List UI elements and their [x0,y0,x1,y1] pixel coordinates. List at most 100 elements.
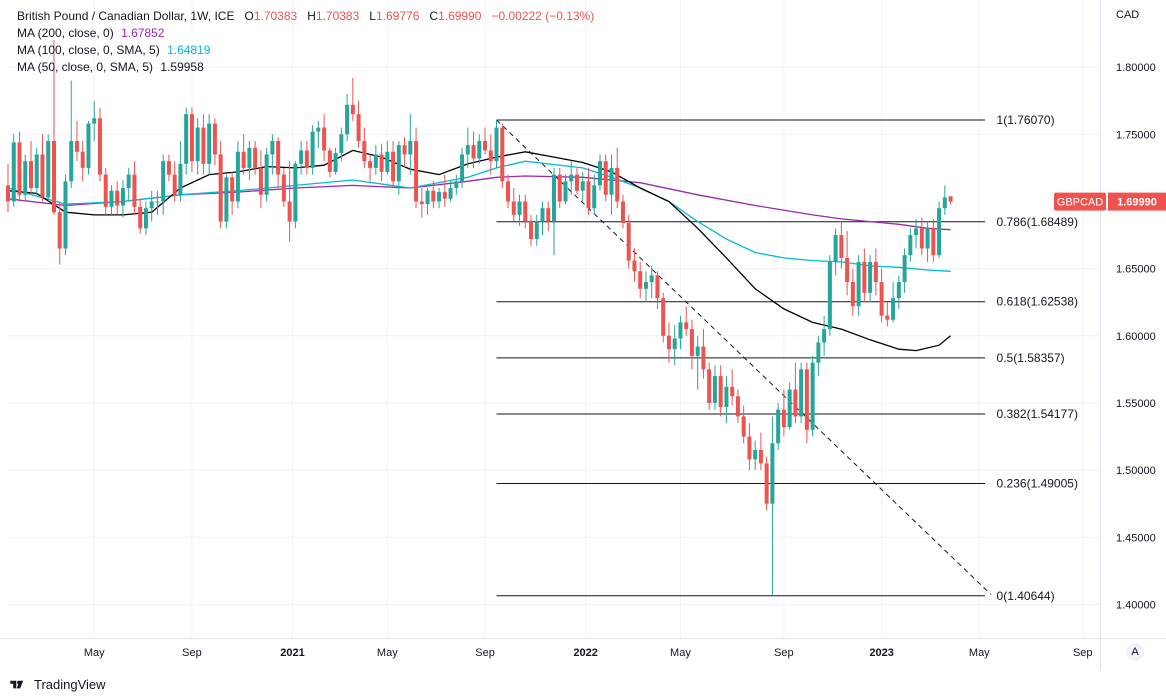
ma100-label[interactable]: MA (100, close, 0, SMA, 5) [17,43,160,57]
candle-down [707,369,712,403]
candle-down [919,228,924,249]
candle-up [942,197,947,209]
candle-up [678,322,683,339]
candle-up [425,190,430,205]
candle-down [546,208,551,222]
candle-up [120,188,125,206]
candle-down [523,201,528,222]
candle-up [592,185,597,209]
candle-up [408,141,413,155]
candle-up [643,282,648,289]
fib-level-label: 0.5(1.58357) [997,351,1065,365]
brand-name: TradingView [34,677,106,692]
candle-down [506,181,511,202]
candle-down [488,150,493,162]
candle-down [327,150,332,172]
low-label: L [369,9,376,23]
candle-down [948,196,953,202]
x-tick-label: May [670,647,691,659]
symbol-tag-label: GBPCAD [1057,197,1104,209]
candle-down [230,177,235,202]
x-tick-label: 2023 [869,647,893,659]
ma50-label[interactable]: MA (50, close, 0, SMA, 5) [17,60,154,74]
candle-down [689,329,694,356]
candle-up [896,282,901,299]
chart-legend: British Pound / Canadian Dollar, 1W, ICE… [17,8,594,76]
trendline-dashed [496,119,992,595]
fib-level-label: 0.236(1.49005) [997,476,1078,490]
x-tick-label: Sep [1073,647,1093,659]
candle-up [902,255,907,283]
candle-up [247,147,252,168]
symbol-tag-box [1054,192,1106,211]
candle-up [454,181,459,189]
y-tick-label: 1.50000 [1116,465,1156,477]
low-value: 1.69776 [375,9,420,23]
candle-down [356,114,361,142]
candle-down [103,174,108,207]
candle-down [638,271,643,289]
candle-down [28,161,33,189]
candle-up [310,131,315,168]
candle-up [770,443,775,504]
legend-row-ma200: MA (200, close, 0) 1.67852 [17,25,594,42]
candle-down [500,127,505,182]
candle-down [483,141,488,151]
candle-up [649,275,654,283]
candle-down [241,151,246,168]
candle-up [925,228,930,249]
candle-down [603,161,608,195]
candle-up [563,181,568,202]
legend-row-symbol: British Pound / Canadian Dollar, 1W, ICE… [17,8,594,25]
candle-down [758,449,763,464]
candle-down [804,369,809,430]
candle-down [931,228,936,256]
price-axis: CAD 1.80000 1.75000 1.65000 1.60000 1.55000 1.… [1116,9,1156,611]
tradingview-brand[interactable]: TradingView [8,677,106,692]
close-label: C [429,9,439,23]
ma200-label[interactable]: MA (200, close, 0) [17,26,114,40]
candle-down [212,123,217,155]
candle-down [615,167,620,202]
candle-down [350,104,355,115]
candle-down [873,261,878,283]
fibonacci-retracement: 1(1.76070) 0.786(1.68489) 0.618(1.62538) 0.… [496,113,1078,603]
candle-down [620,201,625,223]
candle-up [776,409,781,444]
candle-down [402,145,407,155]
candle-down [304,150,309,168]
dashed-trendline [496,119,992,595]
candle-down [414,141,419,202]
candle-down [138,206,143,229]
auto-scale-button[interactable]: A [1126,643,1144,661]
candle-down [529,221,534,240]
candle-up [937,208,942,256]
symbol-title[interactable]: British Pound / Canadian Dollar, 1W, ICE [17,9,235,23]
candle-up [540,208,545,222]
candle-up [270,141,275,155]
candle-up [695,346,700,356]
candle-down [40,154,45,198]
candle-up [149,201,154,209]
candle-up [396,145,401,182]
candle-up [810,362,815,430]
candle-down [850,282,855,307]
candle-up [868,261,873,293]
x-tick-label: May [84,647,105,659]
price-tag-box [1108,192,1166,211]
candle-down [684,322,689,330]
candle-down [132,174,137,207]
candle-up [787,389,792,428]
candle-up [143,208,148,229]
x-tick-label: Sep [475,647,495,659]
candle-down [730,386,735,397]
candle-down [276,141,281,175]
fib-level-label: 1(1.76070) [997,113,1055,127]
candle-down [201,127,206,164]
candle-down [391,151,396,182]
candle-up [477,141,482,159]
candle-down [735,396,740,417]
candle-up [799,369,804,417]
candlesticks [6,40,953,596]
